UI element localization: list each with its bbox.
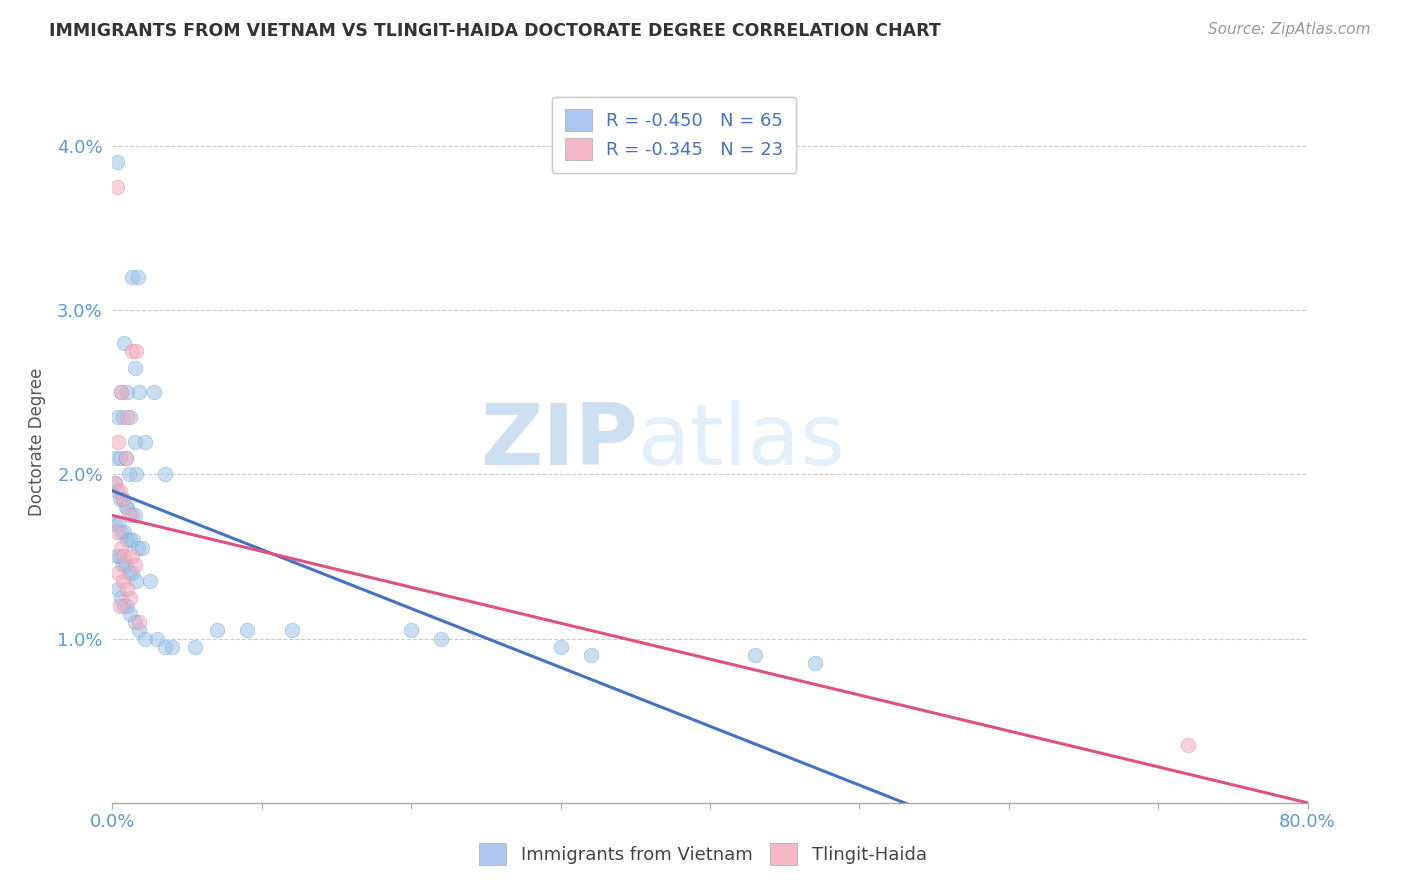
Point <box>125 467 148 482</box>
Point <box>1177 739 1199 753</box>
Point <box>744 648 766 662</box>
Point <box>114 599 135 613</box>
Point <box>104 450 127 465</box>
Point <box>104 516 127 531</box>
Point <box>401 624 423 638</box>
Point <box>104 475 127 490</box>
Point <box>128 624 150 638</box>
Point <box>139 574 162 588</box>
Point <box>107 582 129 597</box>
Point <box>127 270 149 285</box>
Point <box>117 582 139 597</box>
Point <box>122 533 145 547</box>
Legend: R = -0.450   N = 65, R = -0.345   N = 23: R = -0.450 N = 65, R = -0.345 N = 23 <box>553 96 796 173</box>
Point <box>281 624 304 638</box>
Point <box>153 467 176 482</box>
Point <box>143 385 166 400</box>
Point <box>127 541 149 556</box>
Point <box>115 450 138 465</box>
Point <box>110 591 132 605</box>
Point <box>124 508 146 523</box>
Point <box>134 632 156 646</box>
Point <box>108 549 131 564</box>
Point <box>107 434 129 449</box>
Point <box>803 657 825 671</box>
Point <box>114 524 135 539</box>
Point <box>120 533 142 547</box>
Point <box>107 516 129 531</box>
Point <box>114 549 135 564</box>
Point <box>118 467 141 482</box>
Text: ZIP: ZIP <box>481 400 638 483</box>
Text: atlas: atlas <box>638 400 846 483</box>
Point <box>117 500 139 515</box>
Point <box>125 574 148 588</box>
Point <box>125 344 148 359</box>
Point <box>105 549 128 564</box>
Point <box>131 541 153 556</box>
Point <box>124 360 146 375</box>
Point <box>121 566 143 580</box>
Point <box>114 336 135 351</box>
Point <box>111 409 134 424</box>
Point <box>120 607 142 621</box>
Point <box>117 533 139 547</box>
Point <box>115 500 138 515</box>
Point <box>104 475 127 490</box>
Point <box>117 409 139 424</box>
Point <box>108 491 131 506</box>
Point <box>108 450 131 465</box>
Point <box>105 155 128 169</box>
Point <box>111 574 134 588</box>
Point <box>550 640 572 654</box>
Point <box>110 524 132 539</box>
Point <box>107 566 129 580</box>
Point <box>118 508 141 523</box>
Point <box>117 599 139 613</box>
Y-axis label: Doctorate Degree: Doctorate Degree <box>28 368 46 516</box>
Point <box>121 508 143 523</box>
Point <box>111 558 134 572</box>
Point <box>121 270 143 285</box>
Point <box>118 566 141 580</box>
Point <box>105 180 128 194</box>
Point <box>134 434 156 449</box>
Point <box>115 450 138 465</box>
Point <box>105 524 128 539</box>
Point <box>121 549 143 564</box>
Point <box>108 483 131 498</box>
Text: IMMIGRANTS FROM VIETNAM VS TLINGIT-HAIDA DOCTORATE DEGREE CORRELATION CHART: IMMIGRANTS FROM VIETNAM VS TLINGIT-HAIDA… <box>49 22 941 40</box>
Point <box>128 385 150 400</box>
Point <box>121 344 143 359</box>
Point <box>146 632 169 646</box>
Text: Source: ZipAtlas.com: Source: ZipAtlas.com <box>1208 22 1371 37</box>
Point <box>120 591 142 605</box>
Point <box>124 615 146 630</box>
Point <box>111 491 134 506</box>
Point <box>205 624 228 638</box>
Point <box>153 640 176 654</box>
Point <box>162 640 183 654</box>
Point <box>124 434 146 449</box>
Point <box>108 599 131 613</box>
Point <box>183 640 205 654</box>
Point <box>128 615 150 630</box>
Point <box>110 385 132 400</box>
Point <box>124 558 146 572</box>
Legend: Immigrants from Vietnam, Tlingit-Haida: Immigrants from Vietnam, Tlingit-Haida <box>470 834 936 874</box>
Point <box>110 541 132 556</box>
Point <box>430 632 453 646</box>
Point <box>236 624 259 638</box>
Point <box>107 409 129 424</box>
Point <box>105 483 128 498</box>
Point <box>111 491 134 506</box>
Point <box>110 385 132 400</box>
Point <box>579 648 602 662</box>
Point <box>115 558 138 572</box>
Point <box>117 385 139 400</box>
Point <box>120 409 142 424</box>
